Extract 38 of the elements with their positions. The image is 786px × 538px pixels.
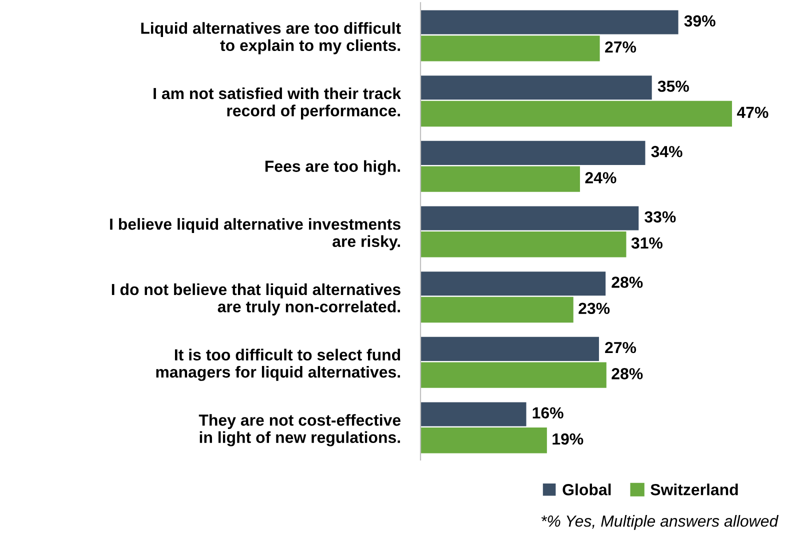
- bar: [420, 336, 599, 361]
- data-label: 31%: [631, 237, 663, 249]
- bar: [420, 76, 652, 100]
- data-label: 35%: [658, 80, 689, 92]
- bar: [420, 296, 574, 323]
- bar: [420, 428, 547, 454]
- bar: [420, 140, 646, 165]
- bar: [420, 206, 639, 230]
- data-label: 24%: [585, 172, 616, 184]
- y-tick-label: I believe liquid alternative investments are risky.: [110, 218, 400, 250]
- bar: [420, 36, 600, 62]
- data-label: 47%: [736, 106, 768, 118]
- text: *% Yes, Multiple answers allowed: [541, 515, 779, 530]
- bar: [420, 100, 732, 127]
- bar: [420, 10, 678, 34]
- y-tick-label: Fees are too high.: [265, 160, 400, 176]
- data-label: 16%: [532, 407, 564, 419]
- bar: [420, 232, 626, 258]
- y-tick-label: I do not believe that liquid alternatives are truly non-correlated.: [112, 283, 400, 316]
- data-label: 28%: [612, 368, 643, 380]
- data-label: 33%: [644, 211, 676, 223]
- bar: [420, 272, 606, 296]
- bar: [420, 402, 526, 426]
- y-tick-label: It is too difficult to select fund managers for liquid alternatives.: [156, 348, 400, 381]
- data-label: 23%: [578, 302, 610, 314]
- data-label: 39%: [684, 15, 716, 27]
- data-label: 28%: [612, 276, 643, 288]
- y-tick-label: They are not cost-effective in light of new regulations.: [198, 414, 401, 446]
- legend-label: Switzerland: [650, 484, 738, 496]
- data-label: 27%: [605, 342, 636, 354]
- y-tick-label: Liquid alternatives are too difficult to explain to my clients.: [141, 22, 401, 54]
- data-label: 19%: [552, 433, 584, 445]
- bar: [420, 362, 606, 388]
- y-tick-label: I am not satisfied with their track record of performance.: [154, 87, 402, 120]
- legend-label: Global: [562, 484, 611, 496]
- bar: [420, 166, 580, 192]
- data-label: 27%: [605, 41, 636, 53]
- data-label: 34%: [651, 146, 682, 158]
